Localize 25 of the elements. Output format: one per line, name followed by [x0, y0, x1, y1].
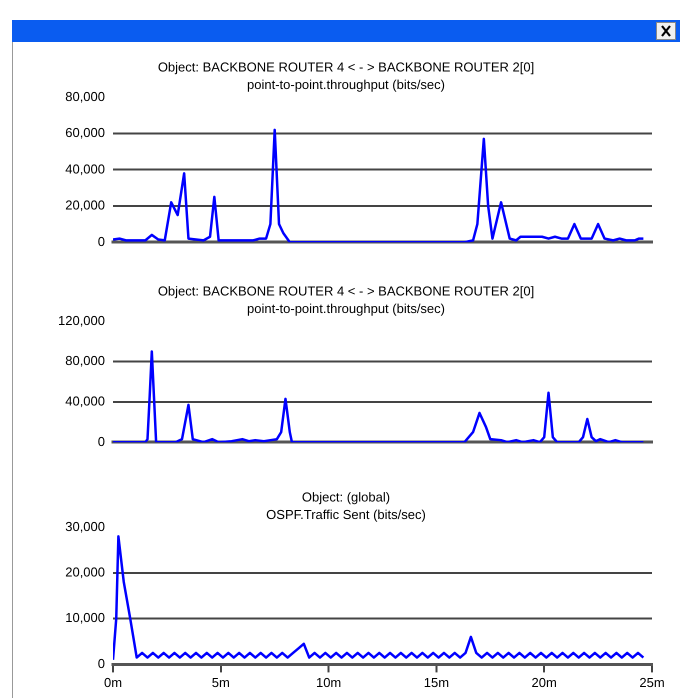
y-tick-label: 80,000	[65, 88, 105, 104]
y-tick-label: 60,000	[65, 125, 105, 140]
y-tick-label: 120,000	[58, 312, 105, 328]
y-tick-label: 30,000	[65, 518, 105, 534]
chart-title: Object: (global)	[302, 489, 390, 504]
chart-subtitle: OSPF.Traffic Sent (bits/sec)	[266, 506, 426, 522]
y-tick-label: 40,000	[65, 161, 105, 176]
chart-subtitle: point-to-point.throughput (bits/sec)	[247, 300, 445, 316]
x-tick-label: 0m	[104, 674, 122, 690]
x-tick-label: 25m	[639, 674, 665, 690]
y-tick-label: 0	[98, 434, 105, 449]
x-tick-label: 10m	[316, 674, 342, 690]
x-tick-label: 15m	[424, 674, 450, 690]
x-tick-label: 5m	[212, 674, 230, 690]
y-tick-label: 80,000	[65, 353, 105, 368]
y-tick-label: 10,000	[65, 610, 105, 626]
y-tick-label: 20,000	[65, 198, 105, 213]
y-tick-label: 0	[98, 234, 105, 249]
chart-subtitle: point-to-point.throughput (bits/sec)	[247, 76, 445, 92]
y-tick-label: 0	[98, 656, 105, 671]
y-tick-label: 20,000	[65, 564, 105, 580]
chart-title: Object: BACKBONE ROUTER 4 < - > BACKBONE ROUTER 2[0]	[158, 283, 534, 298]
x-tick-label: 20m	[532, 674, 557, 690]
y-tick-label: 40,000	[65, 393, 105, 408]
chart-title: Object: BACKBONE ROUTER 4 < - > BACKBONE ROUTER 2[0]	[158, 59, 534, 74]
